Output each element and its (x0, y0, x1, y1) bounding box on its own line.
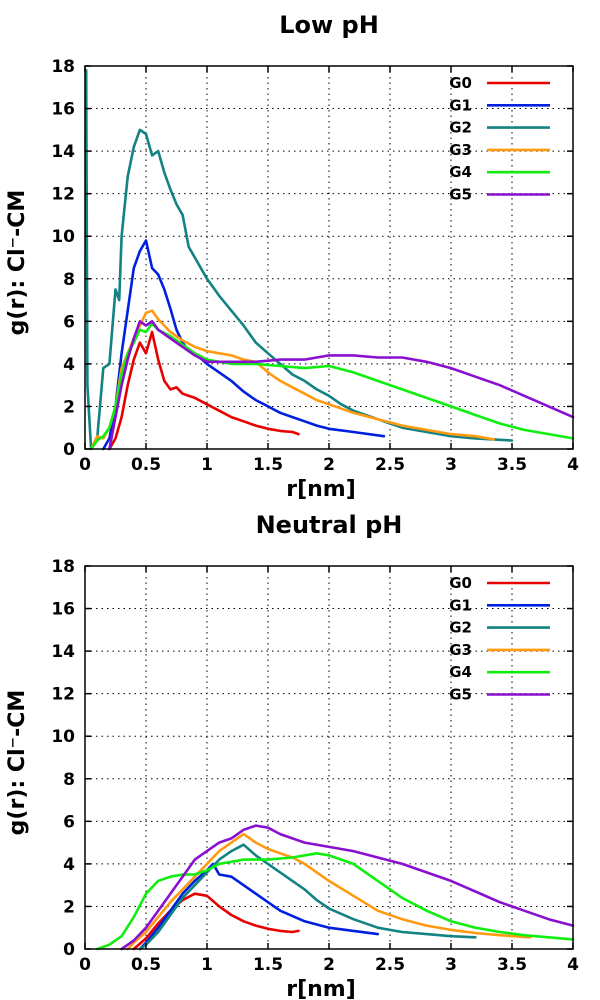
x-tick-label: 1.5 (253, 955, 283, 975)
legend-label-g1: G1 (449, 596, 472, 614)
chart-panel-1: Low pH 0 0.5 1 1.5 2 2.5 3 3.5 4 0 2 4 6 8 10 12 14 16 18 r[… (5, 11, 579, 502)
y-tick-label: 2 (63, 397, 75, 417)
x-tick-label: 0.5 (131, 955, 161, 975)
y-tick-label: 8 (63, 770, 75, 790)
x-tick-label: 1 (201, 955, 213, 975)
y-tick-label: 12 (51, 185, 75, 205)
x-tick-label: 2.5 (375, 455, 405, 475)
y-tick-label: 12 (51, 685, 75, 705)
chart-panel-2: Neutral pH 0 0.5 1 1.5 2 2.5 3 3.5 4 0 2 4 6 8 10 12 14 16… (5, 511, 579, 1000)
legend-label-g1: G1 (449, 96, 472, 114)
legend-label-g2: G2 (449, 119, 472, 137)
y-axis-label: g(r): Cl⁻-CM (5, 190, 30, 336)
series-line-g4 (95, 851, 575, 951)
y-tick-label: 10 (51, 727, 75, 747)
series-line-g2 (138, 843, 477, 951)
y-tick-label: 6 (63, 812, 75, 832)
y-tick-label: 0 (63, 940, 75, 960)
series-line-g0 (108, 330, 300, 451)
series-line-g5 (120, 824, 575, 951)
series-line-g5 (108, 319, 575, 451)
x-axis-label: r[nm] (286, 977, 356, 1000)
legend-label-g5: G5 (449, 186, 472, 204)
x-tick-label: 0.5 (131, 455, 161, 475)
y-tick-label: 4 (63, 355, 75, 375)
x-tick-label: 4 (567, 455, 579, 475)
series-line-g0 (132, 892, 300, 951)
x-tick-label: 3.5 (497, 955, 527, 975)
x-tick-label: 0 (79, 955, 91, 975)
x-tick-label: 3 (445, 955, 457, 975)
series-line-g4 (89, 322, 575, 451)
y-tick-label: 0 (63, 440, 75, 460)
x-tick-label: 4 (567, 955, 579, 975)
legend: G0 G1 G2 G3 G4 G5 (449, 574, 550, 704)
chart-title: Low pH (279, 11, 379, 39)
legend-label-g5: G5 (449, 686, 472, 704)
y-tick-label: 8 (63, 270, 75, 290)
y-tick-label: 16 (51, 600, 75, 620)
y-tick-label: 6 (63, 312, 75, 332)
legend: G0 G1 G2 G3 G4 G5 (449, 74, 550, 204)
y-tick-label: 10 (51, 227, 75, 247)
y-tick-label: 14 (51, 142, 75, 162)
series-line-g1 (138, 862, 380, 951)
y-tick-label: 16 (51, 100, 75, 120)
x-tick-label: 3 (445, 455, 457, 475)
series-line-g2 (84, 69, 514, 451)
y-tick-label: 2 (63, 897, 75, 917)
y-tick-label: 14 (51, 642, 75, 662)
x-tick-label: 1 (201, 455, 213, 475)
legend-label-g0: G0 (449, 74, 472, 92)
legend-label-g3: G3 (449, 641, 472, 659)
x-tick-label: 2.5 (375, 955, 405, 975)
series-line-g3 (126, 832, 532, 951)
series-line-g1 (102, 239, 386, 451)
y-tick-label: 18 (51, 57, 75, 77)
x-tick-label: 0 (79, 455, 91, 475)
legend-label-g4: G4 (449, 663, 472, 681)
y-axis-label: g(r): Cl⁻-CM (5, 690, 30, 836)
y-tick-label: 18 (51, 557, 75, 577)
legend-label-g0: G0 (449, 574, 472, 592)
x-tick-label: 1.5 (253, 455, 283, 475)
legend-label-g3: G3 (449, 141, 472, 159)
x-axis-label: r[nm] (286, 477, 356, 502)
x-tick-label: 2 (323, 955, 335, 975)
legend-label-g4: G4 (449, 163, 472, 181)
x-tick-label: 2 (323, 455, 335, 475)
legend-label-g2: G2 (449, 619, 472, 637)
chart-title: Neutral pH (256, 511, 403, 539)
y-tick-label: 4 (63, 855, 75, 875)
x-tick-label: 3.5 (497, 455, 527, 475)
